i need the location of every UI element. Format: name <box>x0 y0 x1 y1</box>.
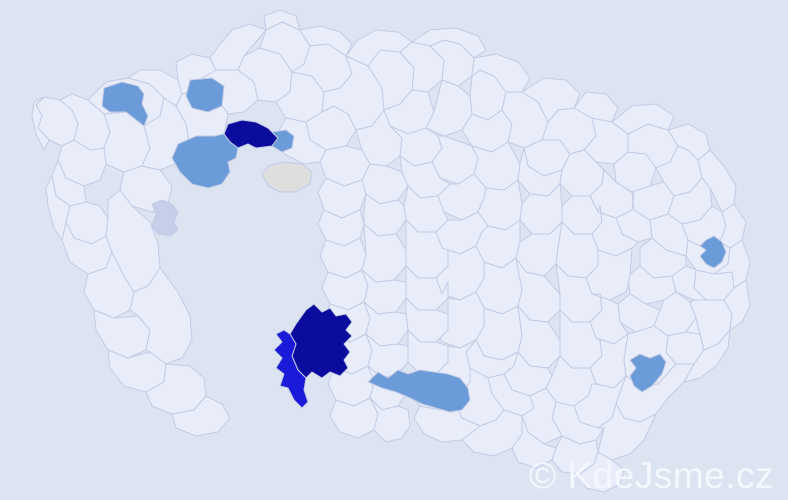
district-base[interactable] <box>672 266 706 300</box>
district-plzen-sever[interactable] <box>152 200 178 236</box>
district-znojmo[interactable] <box>368 370 470 412</box>
district-bruntal[interactable] <box>700 236 726 268</box>
district-base[interactable] <box>724 280 750 330</box>
district-praha[interactable] <box>262 162 312 192</box>
highlighted-district-layer <box>102 78 726 412</box>
district-base[interactable] <box>46 176 70 240</box>
district-base[interactable] <box>612 104 674 134</box>
district-rakovnik[interactable] <box>172 134 238 188</box>
district-base[interactable] <box>172 396 230 436</box>
district-base[interactable] <box>412 28 486 58</box>
district-base[interactable] <box>598 404 656 460</box>
district-base[interactable] <box>32 97 49 150</box>
district-base[interactable] <box>58 140 106 186</box>
district-base[interactable] <box>264 10 300 30</box>
district-base[interactable] <box>580 452 624 492</box>
district-base[interactable] <box>300 26 352 56</box>
district-chomutov[interactable] <box>102 82 148 126</box>
district-base[interactable] <box>130 268 192 364</box>
base-district-layer <box>32 10 750 492</box>
district-base[interactable] <box>106 190 160 292</box>
district-base[interactable] <box>120 166 172 212</box>
district-ceska-lipa[interactable] <box>186 78 224 112</box>
district-base[interactable] <box>472 54 530 92</box>
district-jindrichuv-hradec[interactable] <box>290 304 352 378</box>
district-praha-zapad[interactable] <box>272 130 294 152</box>
district-base[interactable] <box>684 318 730 382</box>
district-pelhrimov[interactable] <box>274 330 308 408</box>
district-base[interactable] <box>574 92 618 122</box>
district-base[interactable] <box>210 24 266 70</box>
district-uherske-hradiste[interactable] <box>630 354 666 392</box>
district-base[interactable] <box>370 398 410 442</box>
